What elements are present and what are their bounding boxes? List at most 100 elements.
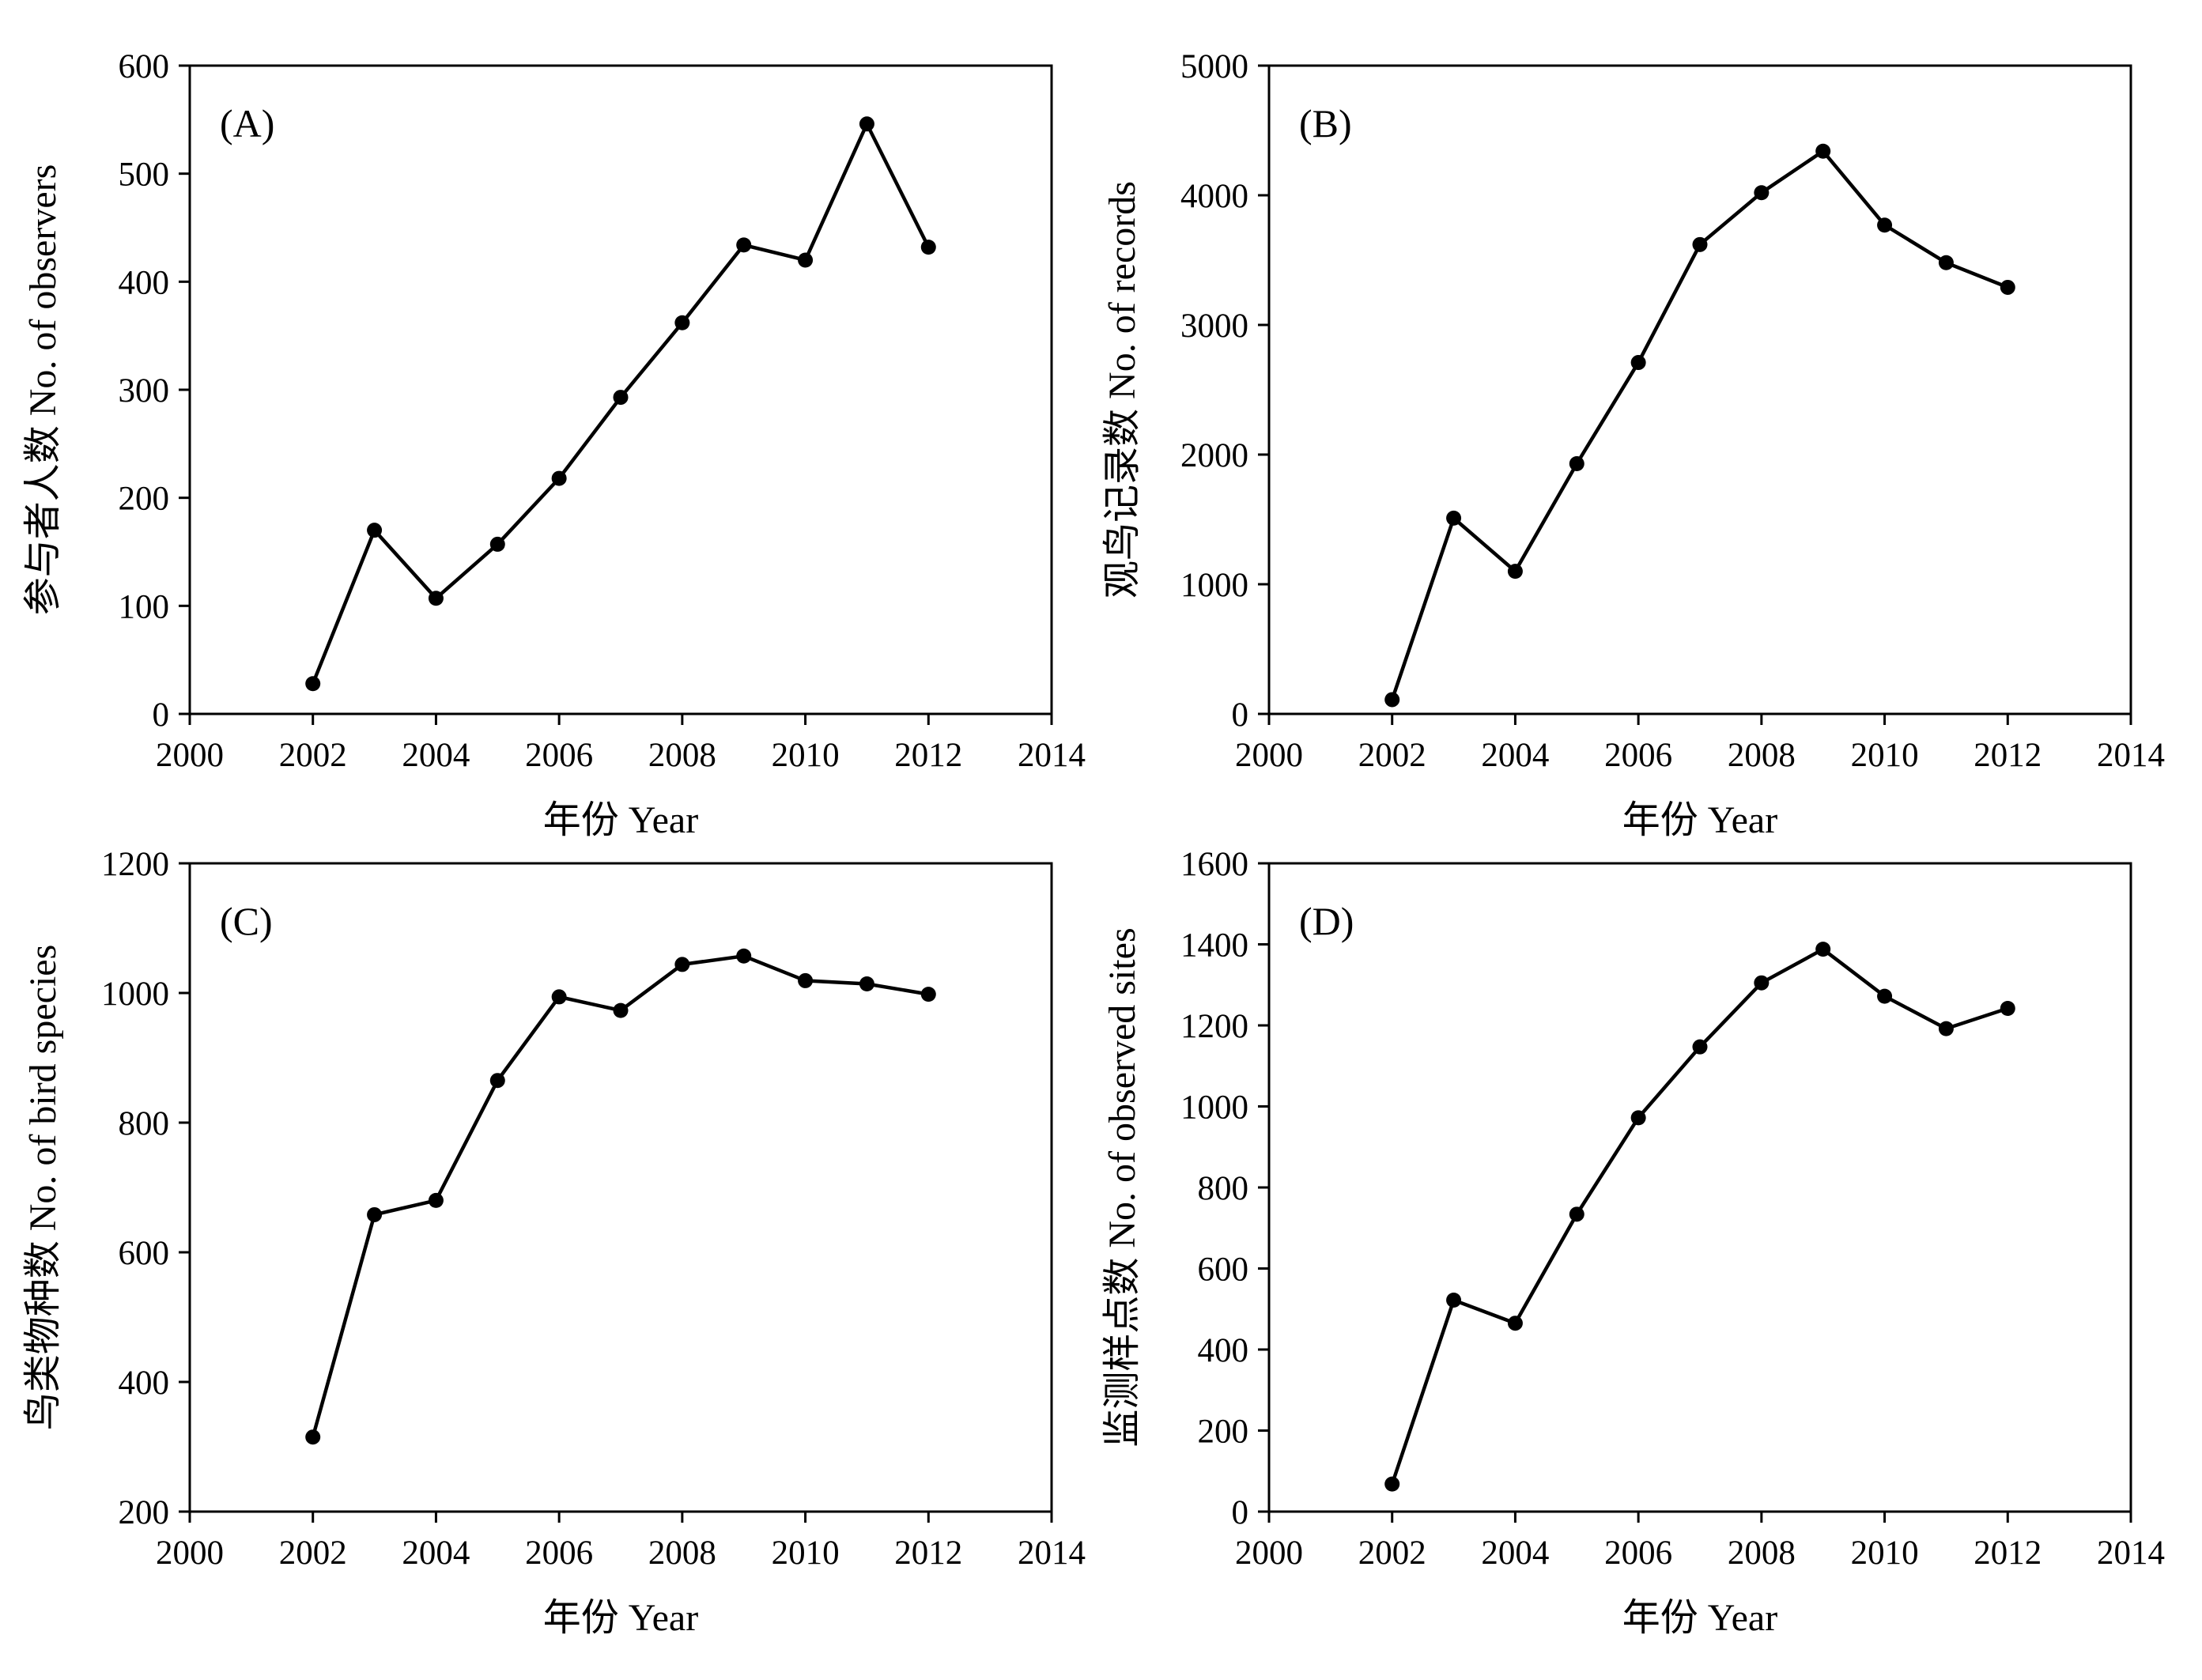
- x-tick-label: 2010: [772, 737, 840, 774]
- data-point: [1569, 455, 1584, 471]
- data-point: [489, 1073, 505, 1089]
- x-tick-label: 2000: [156, 737, 224, 774]
- y-tick-label: 200: [1198, 1414, 1249, 1451]
- x-tick-label: 2014: [1018, 1535, 1086, 1572]
- x-tick-label: 2006: [1604, 737, 1672, 774]
- x-tick-label: 2008: [648, 737, 716, 774]
- data-point: [1569, 1206, 1584, 1222]
- data-point: [489, 536, 505, 552]
- y-axis-title: 观鸟记录数 No. of records: [1101, 181, 1143, 598]
- y-tick-label: 0: [153, 697, 170, 734]
- data-point: [920, 987, 936, 1002]
- series-line: [311, 953, 929, 1438]
- y-tick-label: 400: [119, 1365, 170, 1402]
- data-point: [305, 1429, 321, 1445]
- y-tick-label: 5000: [1180, 48, 1248, 85]
- plot-frame: [188, 64, 1053, 715]
- data-point: [674, 315, 690, 330]
- y-tick-label: 4000: [1180, 178, 1248, 215]
- data-point: [1815, 143, 1831, 159]
- data-point: [428, 591, 444, 606]
- y-axis-title: 参与者人数 No. of observers: [22, 164, 64, 616]
- data-point: [859, 976, 874, 992]
- data-point: [428, 1192, 444, 1208]
- y-tick-label: 100: [119, 588, 170, 625]
- x-tick-label: 2008: [648, 1535, 716, 1572]
- data-point: [674, 957, 690, 972]
- data-point: [613, 390, 629, 406]
- data-point: [1877, 217, 1893, 233]
- y-tick-label: 200: [119, 1494, 170, 1531]
- data-point: [736, 237, 752, 253]
- data-point: [736, 948, 752, 964]
- x-tick-label: 2004: [402, 737, 470, 774]
- x-tick-label: 2008: [1728, 737, 1796, 774]
- chart-panel-1: 2000 2002 2004 2006 2008 2010 2012 2014 0 100 200 3…: [22, 48, 1086, 841]
- x-tick-label: 2002: [1358, 1535, 1426, 1572]
- y-tick-label: 1200: [101, 846, 169, 883]
- data-point: [1692, 236, 1708, 252]
- data-point: [1754, 185, 1770, 201]
- data-point: [1754, 975, 1770, 991]
- y-tick-label: 600: [1198, 1252, 1249, 1289]
- data-point: [367, 523, 383, 538]
- data-point: [920, 240, 936, 255]
- y-axis-title: 鸟类物种数 No. of bird species: [22, 945, 64, 1431]
- data-point: [1446, 1292, 1462, 1308]
- data-point: [305, 676, 321, 692]
- y-tick-label: 200: [119, 481, 170, 518]
- x-tick-label: 2012: [1973, 737, 2041, 774]
- plot-frame: [1267, 64, 2132, 715]
- y-tick-label: 2000: [1180, 437, 1248, 474]
- panel-label: (A): [220, 101, 274, 145]
- x-tick-label: 2010: [1851, 737, 1919, 774]
- x-tick-label: 2000: [156, 1535, 224, 1572]
- x-tick-label: 2012: [1973, 1535, 2041, 1572]
- x-tick-label: 2008: [1728, 1535, 1796, 1572]
- data-point: [859, 116, 874, 132]
- x-tick-label: 2010: [772, 1535, 840, 1572]
- x-tick-label: 2014: [1018, 737, 1086, 774]
- data-point: [1938, 1021, 1954, 1036]
- y-tick-label: 800: [1198, 1170, 1249, 1207]
- y-tick-label: 600: [119, 48, 170, 85]
- x-axis-title: 年份 Year: [543, 1597, 698, 1639]
- y-tick-label: 0: [1232, 1494, 1249, 1531]
- y-tick-label: 1000: [1180, 1089, 1248, 1127]
- x-tick-label: 2002: [1358, 737, 1426, 774]
- y-tick-label: 3000: [1180, 308, 1248, 345]
- data-point: [2000, 279, 2015, 295]
- x-tick-label: 2010: [1851, 1535, 1919, 1572]
- x-tick-label: 2014: [2097, 1535, 2165, 1572]
- chart-panel-4: 2000 2002 2004 2006 2008 2010 2012 2014 0 200 400 6…: [1101, 846, 2165, 1639]
- data-point: [1877, 988, 1893, 1004]
- y-tick-label: 400: [119, 264, 170, 301]
- data-point: [1384, 1476, 1400, 1492]
- data-point: [798, 972, 814, 988]
- x-tick-label: 2012: [894, 1535, 962, 1572]
- data-point: [798, 252, 814, 268]
- x-axis-title: 年份 Year: [1622, 1597, 1777, 1639]
- y-tick-label: 800: [119, 1105, 170, 1142]
- data-point: [1384, 692, 1400, 708]
- series-line: [1390, 947, 2009, 1485]
- x-tick-label: 2006: [525, 737, 593, 774]
- x-axis-title: 年份 Year: [1622, 799, 1777, 841]
- x-tick-label: 2006: [1604, 1535, 1672, 1572]
- data-point: [1630, 355, 1646, 371]
- plot-frame: [1267, 862, 2132, 1513]
- data-point: [1938, 255, 1954, 270]
- x-tick-label: 2002: [279, 737, 347, 774]
- data-point: [367, 1206, 383, 1222]
- x-tick-label: 2000: [1235, 737, 1303, 774]
- series-line: [1390, 149, 2009, 700]
- y-tick-label: 300: [119, 372, 170, 410]
- chart-panel-3: 2000 2002 2004 2006 2008 2010 2012 2014 200 400 60…: [22, 846, 1086, 1639]
- x-tick-label: 2002: [279, 1535, 347, 1572]
- plot-frame: [188, 862, 1053, 1513]
- panel-label: (B): [1299, 101, 1352, 145]
- x-tick-label: 2000: [1235, 1535, 1303, 1572]
- y-axis-title: 监测样点数 No. of observed sites: [1101, 927, 1143, 1447]
- data-point: [2000, 1000, 2015, 1016]
